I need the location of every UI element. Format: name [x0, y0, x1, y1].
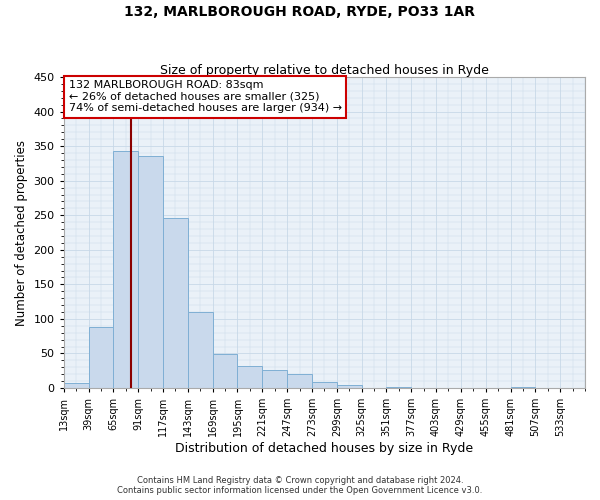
Bar: [262, 370, 287, 388]
Bar: [212, 354, 238, 388]
Y-axis label: Number of detached properties: Number of detached properties: [15, 140, 28, 326]
Bar: [89, 327, 113, 388]
Bar: [163, 218, 188, 388]
Bar: [386, 386, 411, 388]
Bar: [188, 312, 212, 388]
Title: Size of property relative to detached houses in Ryde: Size of property relative to detached ho…: [160, 64, 489, 77]
Text: 132 MARLBOROUGH ROAD: 83sqm
← 26% of detached houses are smaller (325)
74% of se: 132 MARLBOROUGH ROAD: 83sqm ← 26% of det…: [69, 80, 342, 114]
Bar: [138, 156, 163, 388]
Bar: [337, 384, 362, 388]
X-axis label: Distribution of detached houses by size in Ryde: Distribution of detached houses by size …: [175, 442, 473, 455]
Bar: [113, 151, 138, 388]
Bar: [287, 374, 312, 388]
Bar: [64, 383, 89, 388]
Text: Contains HM Land Registry data © Crown copyright and database right 2024.
Contai: Contains HM Land Registry data © Crown c…: [118, 476, 482, 495]
Text: 132, MARLBOROUGH ROAD, RYDE, PO33 1AR: 132, MARLBOROUGH ROAD, RYDE, PO33 1AR: [125, 5, 476, 19]
Bar: [238, 366, 262, 388]
Bar: [312, 382, 337, 388]
